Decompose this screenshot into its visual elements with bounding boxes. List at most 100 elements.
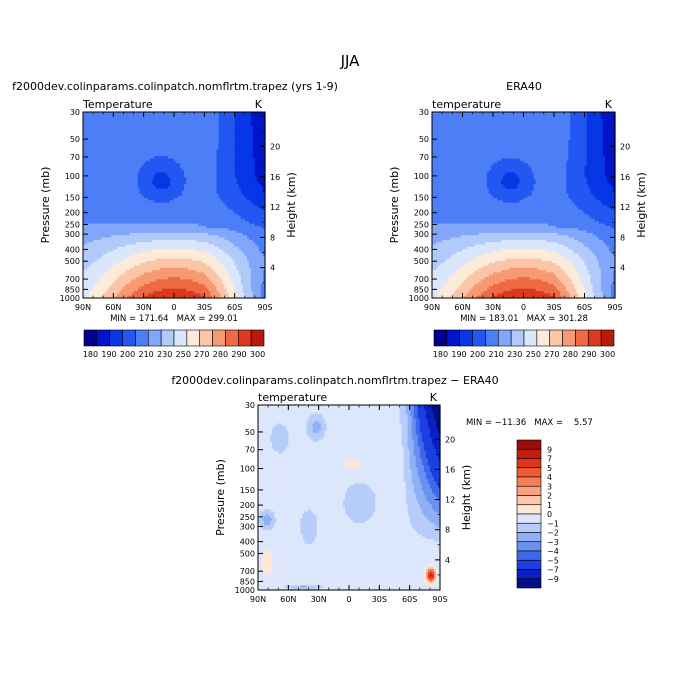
colorbar-swatch bbox=[83, 329, 98, 347]
y-axis-label: Pressure (mb) bbox=[388, 167, 401, 244]
colorbar-swatch bbox=[516, 541, 542, 552]
colorbar-swatch bbox=[516, 439, 542, 450]
colorbar-swatch bbox=[516, 485, 542, 496]
y-tick-label: 250 bbox=[65, 220, 80, 229]
colorbar-label: −9 bbox=[547, 575, 559, 584]
y-tick-label: 1000 bbox=[409, 294, 429, 303]
colorbar-swatch bbox=[160, 329, 175, 347]
y-tick-label: 300 bbox=[240, 522, 255, 531]
colorbar-swatch bbox=[199, 329, 213, 347]
y-tick-label: 150 bbox=[65, 193, 80, 202]
colorbar-label: 290 bbox=[231, 350, 246, 359]
height-tick-label: 20 bbox=[620, 142, 630, 151]
colorbar-swatch bbox=[173, 329, 188, 347]
panel-1: ERA40 temperature K 90N 60N 30N 0 30S 60S 90S 30 50… bbox=[388, 80, 648, 359]
colorbar-swatch bbox=[516, 467, 542, 478]
height-tick-label: 12 bbox=[445, 496, 455, 505]
colorbar-label: 230 bbox=[157, 350, 172, 359]
colorbar-label: 250 bbox=[176, 350, 191, 359]
min-max-text: MIN = −11.36 MAX = 5.57 bbox=[466, 418, 593, 428]
y-tick-label: 200 bbox=[65, 209, 80, 218]
y-tick-label: 700 bbox=[240, 567, 255, 576]
height-tick-label: 8 bbox=[620, 233, 625, 242]
colorbar-label: 3 bbox=[547, 482, 552, 491]
colorbar-label: 190 bbox=[101, 350, 116, 359]
colorbar-label: −1 bbox=[547, 519, 559, 528]
height-tick-label: 20 bbox=[445, 435, 455, 444]
y-axis-label: Pressure (mb) bbox=[39, 167, 52, 244]
colorbar-label: 1 bbox=[547, 501, 552, 510]
colorbar-swatch bbox=[186, 329, 201, 347]
colorbar-swatch bbox=[516, 476, 542, 487]
colorbar-label: 7 bbox=[547, 455, 552, 464]
panel-title: ERA40 bbox=[506, 80, 542, 93]
colorbar-swatch bbox=[562, 329, 576, 347]
height-tick-label: 20 bbox=[270, 142, 280, 151]
y-axis-label: Pressure (mb) bbox=[214, 459, 227, 536]
height-tick-label: 12 bbox=[620, 203, 630, 212]
x-tick-label: 60S bbox=[402, 595, 417, 604]
panel-title: f2000dev.colinparams.colinpatch.nomflrtm… bbox=[171, 374, 498, 387]
x-tick-label: 90S bbox=[607, 303, 622, 312]
y-tick-label: 30 bbox=[70, 108, 80, 117]
y-tick-label: 850 bbox=[240, 577, 255, 586]
y-tick-label: 70 bbox=[245, 446, 255, 455]
y-tick-label: 100 bbox=[414, 172, 429, 181]
x-tick-label: 90S bbox=[257, 303, 272, 312]
y-tick-label: 400 bbox=[240, 538, 255, 547]
panel-subtitle-left: temperature bbox=[258, 391, 327, 404]
colorbar-label: 200 bbox=[120, 350, 135, 359]
y-tick-label: 1000 bbox=[60, 294, 80, 303]
colorbar-label: −4 bbox=[547, 547, 559, 556]
x-tick-label: 0 bbox=[171, 303, 176, 312]
colorbar-label: 230 bbox=[507, 350, 522, 359]
x-tick-label: 60N bbox=[280, 595, 296, 604]
panel-units-label: K bbox=[605, 98, 613, 111]
y-tick-label: 250 bbox=[240, 513, 255, 522]
x-tick-label: 0 bbox=[346, 595, 351, 604]
panel-subtitle-left: Temperature bbox=[82, 98, 153, 111]
height-tick-label: 4 bbox=[620, 264, 625, 273]
colorbar-swatch bbox=[109, 329, 123, 347]
x-tick-label: 90S bbox=[432, 595, 447, 604]
colorbar-swatch bbox=[135, 329, 149, 347]
colorbar: 180 190 200 210 230 250 270 280 290 300 bbox=[83, 329, 265, 359]
colorbar-swatch bbox=[433, 329, 448, 347]
y-tick-label: 700 bbox=[65, 275, 80, 284]
figure-title: JJA bbox=[340, 52, 361, 70]
colorbar-swatch bbox=[516, 550, 542, 561]
colorbar-swatch bbox=[516, 559, 542, 570]
panel-units-label: K bbox=[255, 98, 263, 111]
y-tick-label: 850 bbox=[65, 285, 80, 294]
colorbar-swatch bbox=[250, 329, 265, 347]
y-tick-label: 150 bbox=[414, 193, 429, 202]
colorbar-swatch bbox=[587, 329, 602, 347]
panel-2: f2000dev.colinparams.colinpatch.nomflrtm… bbox=[171, 374, 593, 604]
colorbar-swatch bbox=[225, 329, 239, 347]
x-tick-label: 30N bbox=[136, 303, 152, 312]
colorbar-swatch bbox=[459, 329, 473, 347]
x-tick-label: 60S bbox=[227, 303, 242, 312]
colorbar-label: 200 bbox=[470, 350, 485, 359]
y-tick-label: 70 bbox=[70, 153, 80, 162]
y-tick-label: 300 bbox=[414, 230, 429, 239]
colorbar-swatch bbox=[516, 448, 542, 459]
colorbar-swatch bbox=[516, 522, 542, 533]
colorbar-swatch bbox=[516, 458, 542, 469]
x-tick-label: 30S bbox=[197, 303, 212, 312]
y-tick-label: 150 bbox=[240, 486, 255, 495]
min-max-text: MIN = 183.01 MAX = 301.28 bbox=[460, 314, 588, 324]
colorbar-label: 270 bbox=[544, 350, 559, 359]
y-tick-label: 1000 bbox=[235, 586, 255, 595]
y-tick-label: 50 bbox=[419, 135, 429, 144]
colorbar-swatch bbox=[485, 329, 499, 347]
x-tick-label: 90N bbox=[250, 595, 266, 604]
panel-title: f2000dev.colinparams.colinpatch.nomflrtm… bbox=[12, 80, 338, 93]
y-tick-label: 500 bbox=[240, 549, 255, 558]
colorbar-swatch bbox=[212, 329, 226, 347]
colorbar-label: 290 bbox=[581, 350, 596, 359]
colorbar-swatch bbox=[575, 329, 589, 347]
colorbar-label: −2 bbox=[547, 529, 559, 538]
colorbar-swatch bbox=[96, 329, 111, 347]
